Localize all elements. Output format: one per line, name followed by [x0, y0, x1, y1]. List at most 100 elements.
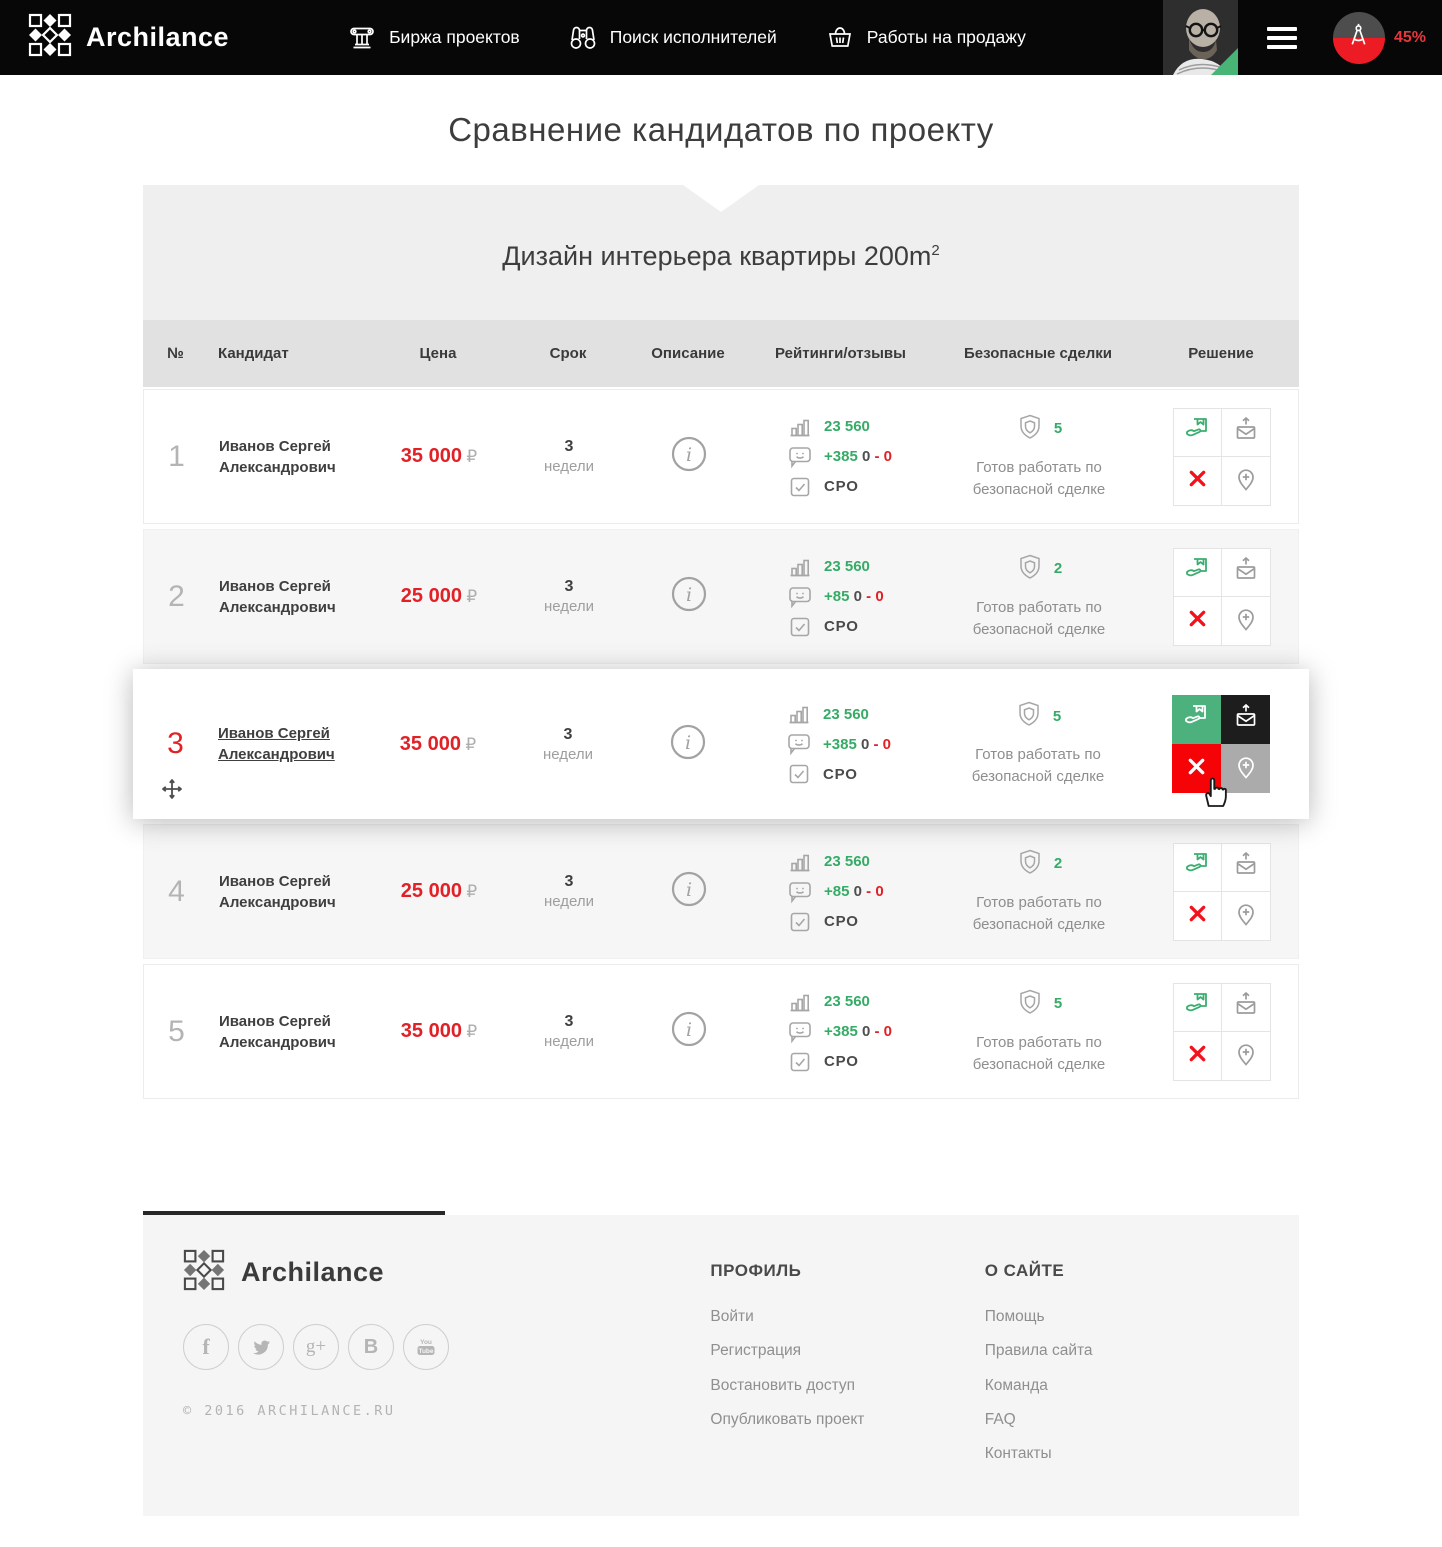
description-info-icon[interactable]: i [671, 871, 707, 907]
twitter-icon[interactable] [238, 1324, 284, 1370]
chat-smiley-icon [787, 1019, 813, 1045]
candidate-name-link[interactable]: Иванов Сергей Александрович [219, 577, 336, 616]
profile-progress-badge[interactable] [1332, 11, 1385, 64]
decision-buttons [1172, 695, 1270, 807]
views-rating: 23 560 [787, 555, 934, 579]
col-header-description: Описание [651, 345, 725, 362]
hand-offer-icon [1183, 415, 1213, 450]
checkbox-icon [787, 910, 813, 934]
send-message-button[interactable] [1222, 407, 1271, 457]
envelope-up-icon [1232, 851, 1260, 884]
currency-symbol: ₽ [465, 734, 477, 755]
svg-text:i: i [686, 584, 692, 606]
bar-chart-icon [787, 850, 813, 874]
safe-deals-text: Готов работать по безопасной сделке [971, 746, 1105, 785]
nav-item-find-performers[interactable]: Поиск исполнителей [568, 23, 777, 53]
reject-button[interactable] [1172, 744, 1221, 793]
term-unit: недели [543, 1033, 595, 1050]
hire-button[interactable] [1173, 547, 1222, 597]
reject-button[interactable] [1173, 1031, 1222, 1081]
send-message-button[interactable] [1221, 695, 1270, 744]
cert-label: СРО [824, 1053, 859, 1070]
brand[interactable]: Archilance [28, 13, 229, 62]
hire-button[interactable] [1173, 842, 1222, 892]
views-rating: 23 560 [787, 850, 934, 874]
x-icon [1187, 468, 1208, 494]
footer-link-contacts[interactable]: Контакты [984, 1445, 1052, 1462]
footer-link-register[interactable]: Регистрация [710, 1342, 802, 1360]
footer-link-faq[interactable]: FAQ [984, 1410, 1016, 1428]
reviews-values: +385 0 - 0 [823, 735, 891, 753]
add-location-button[interactable] [1222, 1031, 1271, 1081]
cert-label: СРО [824, 618, 859, 635]
footer: Archilance f g+ В You Tube [143, 1215, 1299, 1517]
pin-plus-icon [1232, 604, 1260, 637]
shield-icon [1015, 700, 1043, 732]
candidate-name-link[interactable]: Иванов Сергей Александрович [219, 872, 336, 911]
cert-label: СРО [824, 478, 859, 495]
chat-smiley-icon [787, 879, 813, 905]
svg-text:Tube: Tube [418, 1348, 433, 1355]
reviews-rating: +385 0 - 0 [786, 731, 933, 757]
candidate-name-link[interactable]: Иванов Сергей Александрович [218, 725, 335, 763]
safe-deals-text: Готов работать по безопасной сделке [972, 458, 1106, 498]
send-message-button[interactable] [1222, 982, 1271, 1032]
google-plus-icon[interactable]: g+ [293, 1324, 339, 1370]
user-avatar[interactable] [1162, 0, 1238, 75]
send-message-button[interactable] [1222, 547, 1271, 597]
term-value: 3 [564, 1013, 574, 1030]
hire-button[interactable] [1173, 982, 1222, 1032]
svg-text:i: i [686, 444, 692, 466]
vkontakte-icon[interactable]: В [348, 1324, 394, 1370]
footer-link-restore-access[interactable]: Востановить доступ [710, 1376, 856, 1394]
move-handle-icon[interactable] [159, 776, 185, 807]
envelope-up-icon [1232, 416, 1260, 449]
hamburger-menu-icon[interactable] [1266, 26, 1297, 49]
nav-item-works-for-sale[interactable]: Работы на продажу [825, 23, 1026, 53]
price-value: 25 000 [400, 585, 462, 607]
description-info-icon[interactable]: i [671, 436, 707, 472]
footer-link-login[interactable]: Войти [710, 1308, 754, 1325]
footer-brand[interactable]: Archilance [183, 1249, 710, 1296]
checkbox-icon [787, 1050, 813, 1074]
add-location-button[interactable] [1222, 596, 1271, 646]
safe-deals-count: 5 [1053, 995, 1063, 1013]
checkbox-icon [786, 762, 812, 786]
safe-deals-text: Готов работать по безопасной сделке [972, 893, 1106, 933]
reject-button[interactable] [1173, 596, 1222, 646]
facebook-icon[interactable]: f [183, 1324, 229, 1370]
hand-offer-icon [1183, 555, 1213, 590]
description-info-icon[interactable]: i [671, 576, 707, 612]
reject-button[interactable] [1173, 456, 1222, 506]
hire-button[interactable] [1172, 695, 1221, 744]
views-count: 23 560 [823, 705, 869, 723]
currency-symbol: ₽ [466, 882, 478, 902]
description-info-icon[interactable]: i [671, 1011, 707, 1047]
candidate-name-link[interactable]: Иванов Сергей Александрович [219, 1012, 336, 1051]
youtube-icon[interactable]: You Tube [403, 1324, 449, 1370]
add-location-button[interactable] [1222, 891, 1271, 941]
send-message-button[interactable] [1222, 842, 1271, 892]
candidate-name-link[interactable]: Иванов Сергей Александрович [219, 437, 336, 476]
nav-item-projects-exchange[interactable]: Биржа проектов [347, 23, 520, 53]
footer-link-help[interactable]: Помощь [984, 1308, 1045, 1325]
hire-button[interactable] [1173, 407, 1222, 457]
reject-button[interactable] [1173, 891, 1222, 941]
project-title: Дизайн интерьера квартиры 200m2 [502, 241, 940, 271]
currency-symbol: ₽ [466, 587, 478, 607]
footer-link-site-rules[interactable]: Правила сайта [984, 1342, 1093, 1360]
footer-column-profile: ПРОФИЛЬ Войти Регистрация Востановить до… [710, 1249, 984, 1476]
reviews-values: +385 0 - 0 [824, 448, 892, 465]
envelope-up-icon [1232, 991, 1260, 1024]
description-info-icon[interactable]: i [670, 724, 706, 760]
certification: СРО [787, 910, 934, 934]
footer-link-publish-project[interactable]: Опубликовать проект [710, 1410, 865, 1428]
footer-link-team[interactable]: Команда [984, 1376, 1048, 1394]
navbar-right: 45% [1162, 0, 1442, 75]
basket-icon [825, 23, 855, 53]
add-location-button[interactable] [1221, 744, 1270, 793]
cert-label: СРО [824, 913, 859, 930]
add-location-button[interactable] [1222, 456, 1271, 506]
reviews-values: +85 0 - 0 [824, 883, 884, 900]
envelope-up-icon [1232, 703, 1260, 736]
